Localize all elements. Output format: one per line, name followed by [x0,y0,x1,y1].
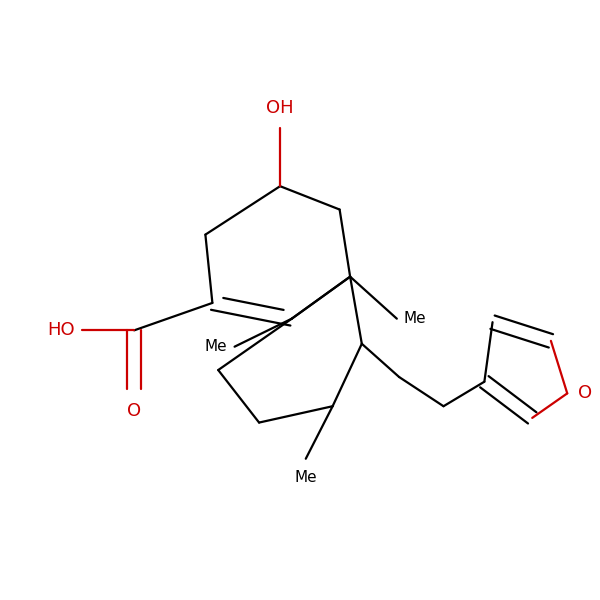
Text: Me: Me [404,311,427,326]
Text: O: O [578,385,592,403]
Text: Me: Me [295,470,317,485]
Text: OH: OH [266,100,294,118]
Text: O: O [127,401,141,419]
Text: Me: Me [205,339,227,354]
Text: HO: HO [47,322,74,340]
